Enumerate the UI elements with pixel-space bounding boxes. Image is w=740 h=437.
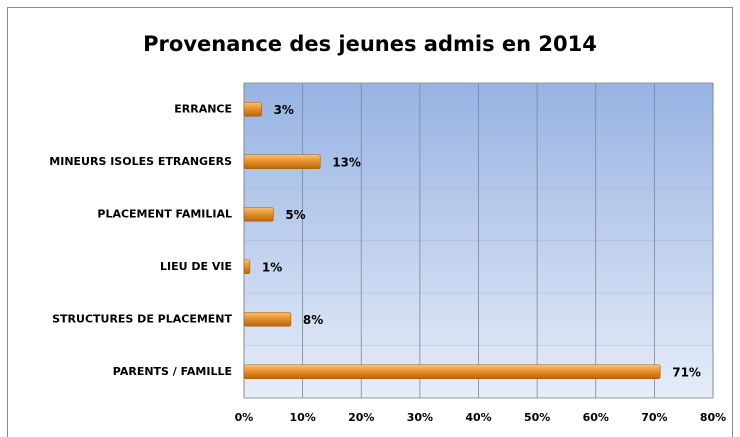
chart-title: Provenance des jeunes admis en 2014	[143, 32, 597, 56]
value-label: 13%	[332, 155, 361, 169]
bar	[243, 206, 274, 222]
x-tick-label: 0%	[235, 411, 254, 424]
y-tick-label: ERRANCE	[174, 102, 232, 115]
y-tick-label: LIEU DE VIE	[160, 260, 232, 273]
value-label: 1%	[262, 260, 282, 274]
bar	[243, 311, 292, 327]
bar	[243, 259, 251, 275]
value-label: 71%	[672, 365, 701, 379]
value-label: 3%	[274, 103, 294, 117]
x-tick-label: 70%	[641, 411, 667, 424]
x-tick-label: 80%	[700, 411, 726, 424]
value-label: 8%	[303, 313, 323, 327]
value-label: 5%	[285, 208, 305, 222]
y-tick-label: PARENTS / FAMILLE	[113, 365, 232, 378]
x-tick-label: 50%	[524, 411, 550, 424]
y-tick-label: MINEURS ISOLES ETRANGERS	[49, 155, 232, 168]
y-tick-label: PLACEMENT FAMILIAL	[97, 207, 232, 220]
bar	[243, 154, 321, 170]
bar	[243, 101, 262, 117]
x-tick-label: 60%	[583, 411, 609, 424]
y-tick-label: STRUCTURES DE PLACEMENT	[52, 312, 232, 325]
x-tick-label: 10%	[289, 411, 315, 424]
bar	[243, 364, 661, 380]
x-tick-label: 20%	[348, 411, 374, 424]
x-tick-label: 30%	[407, 411, 433, 424]
x-tick-label: 40%	[465, 411, 491, 424]
